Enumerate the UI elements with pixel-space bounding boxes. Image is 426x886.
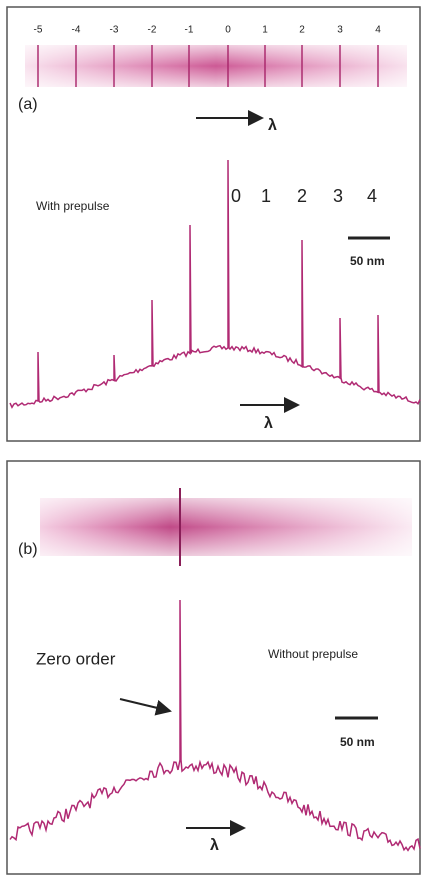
panel-label: (a) — [18, 96, 38, 113]
annotation: With prepulse — [36, 199, 110, 213]
spectrum-curve — [9, 599, 421, 852]
panel-frame — [6, 460, 421, 875]
scale-label: 50 nm — [340, 735, 375, 749]
order-label: 0 — [225, 25, 231, 36]
peak-label: 3 — [333, 186, 343, 206]
order-label: -4 — [72, 25, 81, 36]
zero-order-label: Zero order — [36, 649, 116, 668]
order-label: 2 — [299, 25, 305, 36]
peak-label: 1 — [261, 186, 271, 206]
strip-shade — [25, 45, 407, 87]
order-label: 1 — [262, 25, 268, 36]
lambda: λ — [268, 117, 277, 134]
peak-label: 2 — [297, 186, 307, 206]
lambda: λ — [264, 415, 273, 432]
panel-label: (b) — [18, 541, 38, 558]
arrow — [119, 698, 172, 716]
strip-shade — [40, 498, 412, 556]
annotation: Without prepulse — [268, 647, 358, 661]
order-label: 3 — [337, 25, 343, 36]
lambda: λ — [210, 837, 219, 854]
spectrum-curve — [9, 159, 421, 409]
order-label: 4 — [375, 25, 381, 36]
order-label: -1 — [185, 25, 194, 36]
scale-label: 50 nm — [350, 254, 385, 268]
peak-label: 4 — [367, 186, 377, 206]
peak-label: 0 — [231, 186, 241, 206]
order-label: -2 — [148, 25, 157, 36]
panel-frame — [6, 6, 421, 442]
order-label: -3 — [110, 25, 119, 36]
order-label: -5 — [34, 25, 43, 36]
